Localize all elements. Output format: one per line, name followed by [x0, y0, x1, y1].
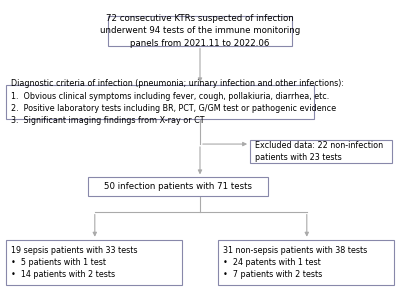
- FancyBboxPatch shape: [88, 177, 268, 196]
- Text: 50 infection patients with 71 tests: 50 infection patients with 71 tests: [104, 182, 252, 191]
- FancyBboxPatch shape: [250, 140, 392, 163]
- Text: Excluded data: 22 non-infection
patients with 23 tests: Excluded data: 22 non-infection patients…: [255, 141, 383, 162]
- FancyBboxPatch shape: [6, 85, 314, 119]
- Text: 31 non-sepsis patients with 38 tests
•  24 patents with 1 test
•  7 patients wit: 31 non-sepsis patients with 38 tests • 2…: [223, 246, 368, 279]
- Text: 19 sepsis patients with 33 tests
•  5 patients with 1 test
•  14 patients with 2: 19 sepsis patients with 33 tests • 5 pat…: [11, 246, 138, 279]
- FancyBboxPatch shape: [108, 16, 292, 46]
- FancyBboxPatch shape: [218, 240, 394, 285]
- Text: Diagnostic criteria of infection (pneumonia; urinary infection and other infecti: Diagnostic criteria of infection (pneumo…: [11, 79, 344, 125]
- Text: 72 consecutive KTRs suspected of infection
underwent 94 tests of the immune moni: 72 consecutive KTRs suspected of infecti…: [100, 14, 300, 48]
- FancyBboxPatch shape: [6, 240, 182, 285]
